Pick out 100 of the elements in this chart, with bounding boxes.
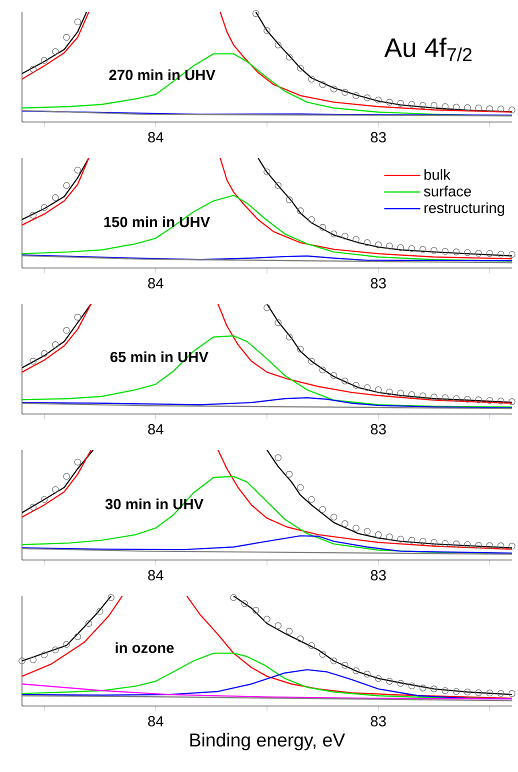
point	[386, 388, 393, 396]
point	[52, 341, 59, 348]
point	[342, 232, 348, 240]
point	[397, 390, 404, 396]
point	[319, 650, 326, 658]
point	[497, 542, 504, 550]
point	[308, 358, 315, 365]
point	[408, 245, 416, 252]
x-tick-label: 84	[148, 716, 164, 726]
point	[419, 102, 426, 109]
point	[475, 250, 482, 257]
point	[442, 248, 449, 255]
point	[63, 472, 70, 480]
point	[264, 304, 270, 312]
point	[452, 540, 460, 548]
point	[386, 678, 393, 685]
point	[452, 688, 460, 695]
point	[18, 657, 26, 664]
point	[286, 334, 293, 340]
point	[364, 528, 371, 535]
point	[296, 207, 304, 214]
x-tick-label: 84	[148, 132, 164, 142]
point	[252, 10, 260, 17]
legend-label: bulk	[424, 169, 450, 180]
point	[274, 319, 282, 326]
point	[342, 662, 348, 669]
point	[452, 248, 460, 256]
point	[308, 76, 315, 83]
point	[241, 600, 248, 608]
point	[319, 224, 326, 231]
point	[374, 386, 382, 394]
point	[319, 506, 326, 513]
point	[352, 524, 360, 532]
legend-label: restructuring	[424, 202, 504, 216]
annotation: in ozone	[116, 642, 174, 654]
point	[296, 635, 304, 642]
point	[30, 504, 37, 511]
point	[374, 531, 382, 538]
point	[286, 628, 293, 635]
point	[74, 314, 82, 321]
point	[74, 18, 82, 26]
point	[30, 66, 37, 73]
point	[74, 166, 82, 174]
point	[63, 34, 70, 41]
point	[296, 484, 304, 491]
point	[330, 230, 338, 238]
point	[52, 48, 59, 56]
point	[442, 103, 449, 110]
point	[330, 86, 338, 92]
point	[419, 684, 426, 692]
point	[464, 249, 471, 256]
point	[308, 496, 315, 503]
point	[264, 616, 270, 622]
point	[419, 246, 426, 253]
x-tick-label: 84	[148, 278, 164, 288]
point	[486, 397, 494, 404]
x-tick-label: 83	[370, 570, 386, 580]
x-tick-label: 83	[370, 424, 386, 434]
point	[397, 244, 404, 252]
x-tick-label: 84	[148, 424, 164, 434]
point	[386, 533, 393, 540]
point	[352, 236, 360, 243]
point	[508, 542, 516, 550]
point	[63, 326, 70, 334]
point	[342, 520, 348, 528]
point	[442, 394, 449, 402]
point	[85, 620, 92, 627]
point	[308, 642, 315, 649]
point	[374, 96, 382, 104]
point	[296, 346, 304, 352]
point	[397, 536, 404, 542]
point	[96, 608, 104, 615]
point	[274, 42, 282, 48]
point	[464, 541, 471, 548]
point	[386, 242, 393, 250]
point	[386, 98, 393, 106]
point	[408, 536, 416, 544]
point	[497, 398, 504, 404]
point	[464, 396, 471, 403]
point	[52, 194, 59, 201]
point	[364, 239, 371, 246]
point	[430, 686, 438, 692]
legend-label: surface	[424, 186, 471, 196]
point	[352, 382, 360, 389]
point	[286, 470, 293, 478]
point	[52, 486, 59, 493]
point	[352, 92, 360, 100]
point	[274, 454, 282, 462]
point	[475, 104, 482, 112]
annotation: Au 4f$_{7/2}$	[384, 38, 472, 62]
annotation: 150 min in UHV	[104, 216, 210, 228]
point	[342, 88, 348, 96]
point	[230, 594, 237, 601]
x-axis-title: Binding energy, eV	[190, 732, 346, 750]
point	[430, 102, 438, 109]
x-tick-label: 83	[370, 278, 386, 288]
point	[40, 204, 48, 211]
point	[252, 606, 260, 614]
point	[274, 182, 282, 189]
point	[364, 670, 371, 678]
